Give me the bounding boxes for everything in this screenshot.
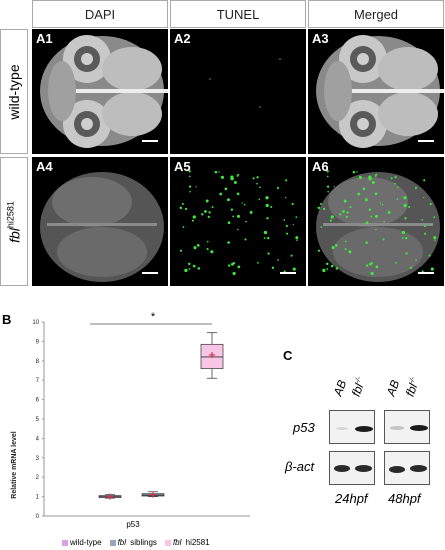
box-plot-chart: Relative mRNA level p53 * 0 1 2 3 4 5 6 7 8 9 10 xyxy=(11,311,250,529)
band xyxy=(355,465,372,472)
allele-superscript: hi2581 xyxy=(5,200,16,228)
y-tick-label: 3 xyxy=(36,456,40,462)
image-merged-fbl-mutant: A6 xyxy=(308,157,444,286)
panel-letter-b: B xyxy=(2,312,12,327)
y-tick-label: 0 xyxy=(36,514,40,520)
image-dapi-wild-type: A1 xyxy=(32,29,168,154)
scale-bar xyxy=(418,272,434,274)
legend-swatch xyxy=(62,539,68,546)
timepoint-24hpf: 24hpf xyxy=(335,491,368,506)
blot-p53-48hpf xyxy=(384,410,430,444)
column-header-tunel: TUNEL xyxy=(170,0,306,28)
y-axis-label: Relative mRNA level xyxy=(11,431,18,498)
lane-gene: fbl xyxy=(348,381,367,399)
merged-image xyxy=(316,35,444,148)
significance-marker: * xyxy=(151,311,156,323)
row-label-text: wild-type xyxy=(6,63,22,120)
gene-name: fbl xyxy=(6,227,23,243)
blot-row-label-beta-actin: β-act xyxy=(285,459,315,474)
legend-swatch xyxy=(109,539,116,546)
legend-label: hi2581 xyxy=(183,538,210,547)
lane-label-ab-24: AB xyxy=(330,378,350,398)
tile-label: A6 xyxy=(312,159,329,174)
lane-label-ab-48: AB xyxy=(383,378,403,398)
band xyxy=(336,427,348,430)
image-tunel-fbl-mutant: A5 xyxy=(170,157,306,286)
legend-swatch xyxy=(164,539,171,546)
scale-bar xyxy=(142,272,158,274)
column-header-dapi: DAPI xyxy=(32,0,168,28)
chart-legend: wild-type fbl siblings fbl hi2581 xyxy=(62,538,210,547)
tile-label: A1 xyxy=(36,31,53,46)
lane-gene: fbl xyxy=(402,381,421,399)
tile-label: A4 xyxy=(36,159,53,174)
scale-bar xyxy=(418,140,434,142)
image-merged-wild-type: A3 xyxy=(308,29,444,154)
tunel-signal-image xyxy=(209,58,281,108)
legend-item: fbl hi2581 xyxy=(164,538,210,547)
band xyxy=(410,465,427,472)
y-tick-label: 5 xyxy=(36,417,40,423)
band xyxy=(410,425,428,431)
legend-item: fbl siblings xyxy=(109,538,157,547)
y-tick-label: 1 xyxy=(36,495,40,501)
box-1 xyxy=(98,493,122,500)
column-header-merged: Merged xyxy=(308,0,444,28)
band xyxy=(389,466,405,473)
row-label-wild-type: wild-type xyxy=(0,29,28,154)
image-tunel-wild-type: A2 xyxy=(170,29,306,154)
legend-item: wild-type xyxy=(62,538,102,547)
x-axis-label: p53 xyxy=(126,520,140,529)
y-tick-label: 8 xyxy=(36,359,40,365)
y-tick-label: 10 xyxy=(32,320,39,326)
band xyxy=(390,426,404,430)
y-tick-label: 2 xyxy=(36,475,40,481)
row-label-text: fblhi2581 xyxy=(6,201,23,243)
tunel-signal-image xyxy=(179,170,299,276)
y-tick-label: 7 xyxy=(36,378,40,384)
band xyxy=(355,426,373,432)
tile-label: A5 xyxy=(174,159,191,174)
blot-row-label-p53: p53 xyxy=(293,420,315,435)
lane-label-fbl-24: fbl-/- xyxy=(349,376,369,399)
legend-label: wild-type xyxy=(70,538,102,547)
tile-label: A2 xyxy=(174,31,191,46)
blot-actin-48hpf xyxy=(384,451,430,485)
dapi-brain-image xyxy=(40,35,168,148)
scale-bar xyxy=(142,140,158,142)
blot-p53-24hpf xyxy=(329,410,375,444)
y-tick-label: 6 xyxy=(36,398,40,404)
box-3 xyxy=(200,332,224,379)
band xyxy=(334,465,350,472)
tile-label: A3 xyxy=(312,31,329,46)
y-tick-label: 9 xyxy=(36,339,40,345)
legend-gene: fbl xyxy=(172,538,182,547)
y-tick-label: 4 xyxy=(36,436,40,442)
legend-label: siblings xyxy=(128,538,157,547)
legend-gene: fbl xyxy=(117,538,127,547)
timepoint-48hpf: 48hpf xyxy=(388,491,421,506)
image-dapi-fbl-mutant: A4 xyxy=(32,157,168,286)
scale-bar xyxy=(280,272,296,274)
lane-label-fbl-48: fbl-/- xyxy=(403,376,423,399)
panel-letter-c: C xyxy=(283,348,293,363)
merged-image xyxy=(316,170,440,282)
blot-actin-24hpf xyxy=(329,451,375,485)
row-label-fbl-mutant: fblhi2581 xyxy=(0,157,28,286)
dapi-brain-image xyxy=(40,172,164,282)
box-2 xyxy=(141,491,165,498)
